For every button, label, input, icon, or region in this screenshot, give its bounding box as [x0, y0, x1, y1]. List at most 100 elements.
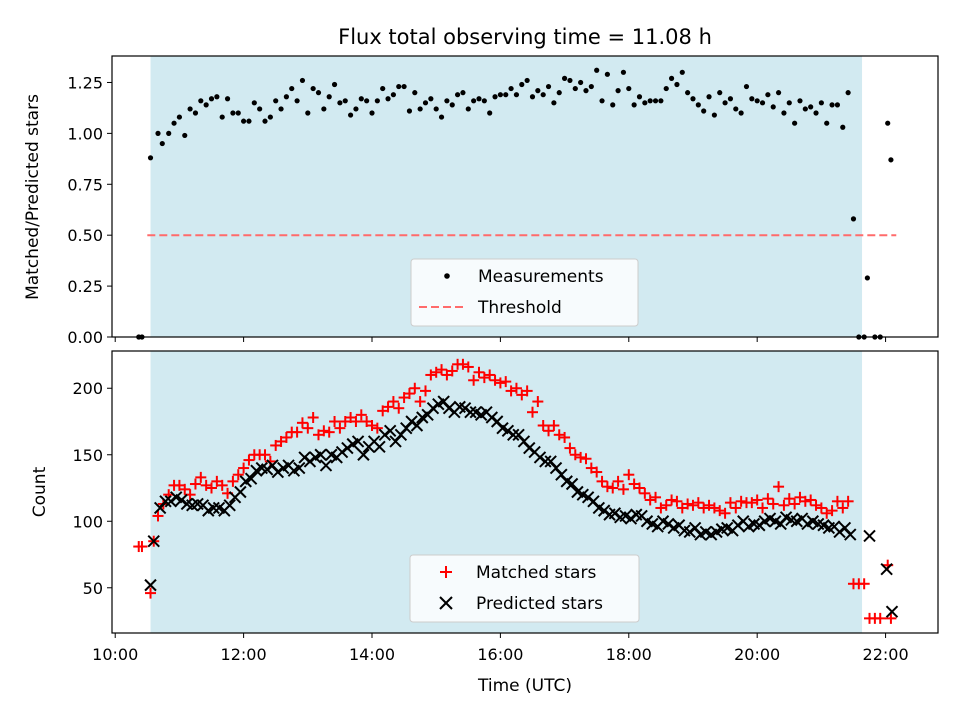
matched-star-point [639, 487, 651, 499]
matched-star-point [532, 396, 544, 408]
matched-star-point [145, 587, 157, 599]
measurement-point [224, 96, 231, 102]
matched-star-point [152, 510, 164, 522]
ratio-panel-frame [111, 55, 939, 338]
matched-star-point [403, 388, 415, 400]
measurement-point [663, 85, 669, 92]
measurement-point [652, 98, 659, 104]
matched-star-point [746, 497, 758, 509]
predicted-star-point [844, 528, 857, 541]
measurement-point [294, 98, 300, 104]
measurement-point [428, 96, 434, 102]
matched-star-point [633, 482, 645, 494]
measurement-point [604, 71, 610, 77]
x-tick-label: 12:00 [221, 645, 267, 664]
measurement-point [273, 98, 279, 104]
predicted-star-point [314, 448, 327, 461]
count-y-tick-label: 50 [83, 579, 103, 598]
measurement-point [159, 140, 165, 147]
measurement-point [182, 132, 188, 139]
legend-matched-marker [440, 566, 452, 578]
count-panel: 50 100 150 200 10:00 12:00 14:00 16:00 18:00 20:0… [30, 350, 939, 696]
measurement-point [417, 106, 423, 112]
legend-measurements-label: Measurements [478, 267, 604, 287]
measurement-point [658, 98, 664, 104]
count-panel-frame [111, 350, 939, 634]
measurement-point [535, 88, 541, 94]
predicted-star-point [351, 435, 365, 448]
measurement-point [540, 92, 546, 98]
matched-star-point [607, 482, 619, 494]
count-y-tick-label: 100 [72, 512, 103, 531]
measurement-point [315, 90, 322, 96]
measurement-point [208, 96, 215, 102]
ratio-y-axis-label: Matched/Predicted stars [23, 94, 43, 300]
matched-star-point [350, 416, 362, 427]
matched-star-point [238, 462, 250, 474]
matched-star-point [446, 365, 458, 377]
matched-star-point [682, 498, 694, 510]
measurement-point [246, 118, 252, 124]
measurement-point [278, 106, 284, 112]
measurement-point [845, 90, 851, 96]
matched-star-point [318, 425, 330, 437]
measurement-point [770, 104, 776, 110]
measurement-point [754, 98, 760, 104]
measurement-point [706, 94, 712, 100]
matched-star-point [457, 358, 469, 370]
measurement-point [465, 106, 471, 112]
matched-star-point [419, 385, 431, 397]
matched-star-point [521, 385, 533, 397]
matched-star-point [762, 493, 774, 505]
matched-star-point [355, 409, 367, 421]
matched-star-point [206, 482, 218, 494]
matched-star-point [216, 479, 228, 491]
matched-star-point [655, 502, 667, 514]
predicted-star-point [234, 485, 247, 499]
measurement-point [476, 96, 482, 102]
matched-star-point [548, 419, 560, 431]
measurement-point [251, 100, 257, 106]
measurement-point [433, 106, 439, 112]
measurement-point [487, 110, 493, 116]
measurement-point [695, 102, 701, 108]
predicted-star-point [410, 419, 424, 432]
measurement-point [727, 96, 734, 102]
measurement-point [551, 100, 557, 106]
measurement-point [519, 81, 525, 88]
legend-predicted-marker [439, 596, 453, 610]
measurement-point [749, 96, 755, 102]
measurement-point [615, 88, 621, 94]
matched-star-point [799, 495, 811, 507]
matched-star-point [387, 396, 399, 408]
measurement-point [444, 98, 450, 104]
measurement-point [374, 98, 380, 104]
matched-star-point [874, 612, 886, 624]
predicted-star-point [383, 424, 397, 438]
predicted-star-point [144, 578, 157, 592]
chart-title: Flux total observing time = 11.08 h [338, 25, 712, 49]
measurement-point [203, 102, 209, 108]
matched-star-point [858, 578, 870, 590]
measurement-point [813, 110, 819, 116]
count-y-tick-label: 150 [72, 446, 103, 465]
matched-star-point [778, 499, 790, 511]
measurement-point [626, 85, 632, 92]
matched-star-point [189, 478, 201, 490]
matched-star-point [751, 494, 763, 506]
matched-star-point [885, 612, 897, 624]
measurement-point [347, 112, 354, 118]
matched-star-point [730, 502, 742, 514]
measurement-point [818, 100, 824, 106]
measurement-point [412, 90, 418, 96]
measurement-point [738, 110, 744, 116]
ratio-legend-box [410, 258, 639, 327]
matched-star-point [436, 364, 448, 376]
measurement-point [631, 102, 637, 108]
ratio-panel: 0.00 0.25 0.50 0.75 1.00 1.25 Matched/Predict… [23, 55, 939, 347]
measurement-point [171, 120, 177, 126]
matched-star-point [815, 502, 827, 514]
measurement-point [556, 90, 562, 96]
matched-star-point [291, 426, 303, 438]
